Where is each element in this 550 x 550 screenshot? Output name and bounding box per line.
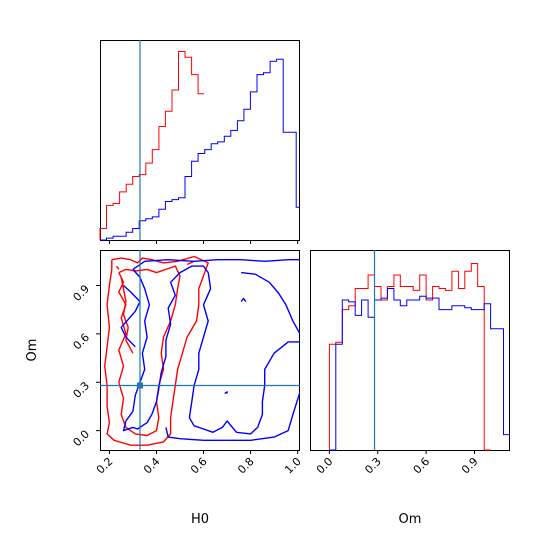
om-marginal-xtick-label-0: 0.0 <box>314 455 336 477</box>
contour-ytick-label-2: 0.6 <box>71 331 93 353</box>
contour-line-9 <box>120 284 141 348</box>
y-axis-label-om: Om <box>25 339 40 362</box>
contour-line-11 <box>224 391 228 395</box>
contour-line-7 <box>241 271 300 335</box>
axis-ticks: 0.2 0.4 0.6 0.8 1.0 0.0 0.3 0.6 0.9 0.0 0.3 0.6 0.9 <box>71 240 481 476</box>
om-marginal-xtick-label-1: 0.3 <box>362 455 384 477</box>
contour-line-0 <box>103 255 209 446</box>
contour-line-2 <box>120 277 134 354</box>
x-axis-label-om: Om <box>399 512 422 527</box>
contour-xtick-label-4: 1.0 <box>282 455 304 477</box>
contour-ytick-label-1: 0.3 <box>71 379 93 401</box>
contour-ytick-label-0: 0.0 <box>71 428 93 450</box>
contour-line-10 <box>240 297 247 303</box>
h0-histogram <box>99 51 300 241</box>
om-marginal-xtick-label-2: 0.6 <box>411 455 433 477</box>
contour-xtick-label-3: 0.8 <box>235 455 257 477</box>
contour-line-5 <box>132 259 300 270</box>
contour-ytick-label-3: 0.9 <box>71 282 93 304</box>
om-hist-red <box>328 263 491 451</box>
contour-line-6 <box>122 265 300 435</box>
h0-om-contours <box>103 255 300 446</box>
h0-hist-blue <box>100 58 300 241</box>
om-marginal-xtick-label-3: 0.9 <box>459 455 481 477</box>
contour-xtick-label-0: 0.2 <box>94 455 116 477</box>
x-axis-label-h0: H0 <box>191 512 209 527</box>
contour-line-3 <box>115 265 120 270</box>
h0-hist-red <box>99 51 204 240</box>
h0-marginal-frame <box>100 40 300 241</box>
contour-line-1 <box>118 265 181 437</box>
contour-xtick-label-2: 0.6 <box>188 455 210 477</box>
truth-point <box>137 382 143 389</box>
contour-xtick-label-1: 0.4 <box>141 455 163 477</box>
om-histogram <box>328 263 510 451</box>
om-hist-blue <box>329 288 510 451</box>
truth-lines <box>100 40 376 450</box>
contour-line-8 <box>165 391 300 441</box>
contour-frame <box>100 250 300 451</box>
om-marginal-frame <box>310 250 510 451</box>
